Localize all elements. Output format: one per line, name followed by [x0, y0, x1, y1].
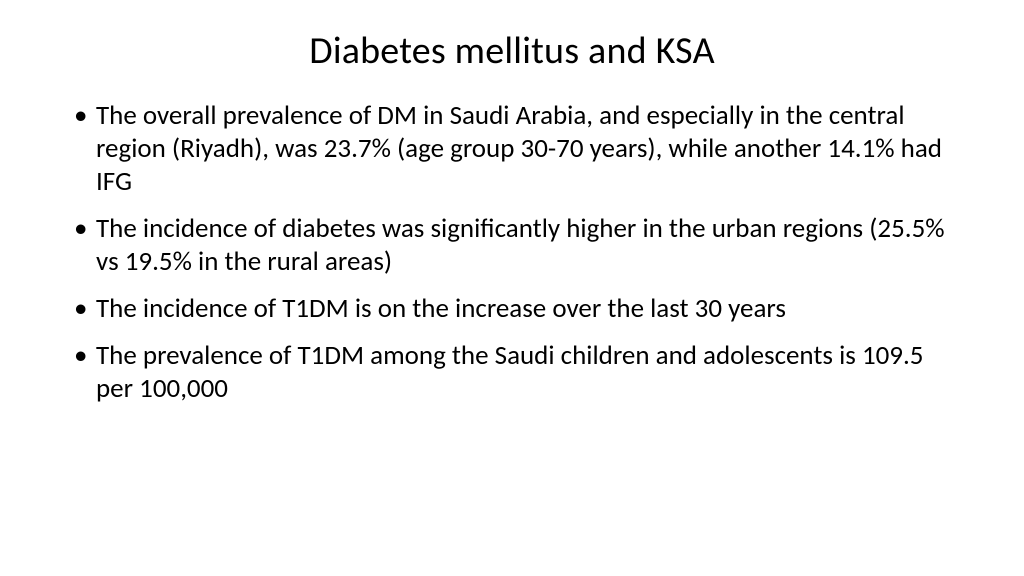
slide-title: Diabetes mellitus and KSA	[70, 28, 954, 74]
bullet-list: The overall prevalence of DM in Saudi Ar…	[70, 100, 954, 420]
bullet-item: The incidence of diabetes was significan…	[70, 213, 954, 279]
bullet-item: The incidence of T1DM is on the increase…	[70, 293, 954, 326]
bullet-item: The overall prevalence of DM in Saudi Ar…	[70, 100, 954, 199]
bullet-item: The prevalence of T1DM among the Saudi c…	[70, 340, 954, 406]
slide: Diabetes mellitus and KSA The overall pr…	[0, 0, 1024, 576]
